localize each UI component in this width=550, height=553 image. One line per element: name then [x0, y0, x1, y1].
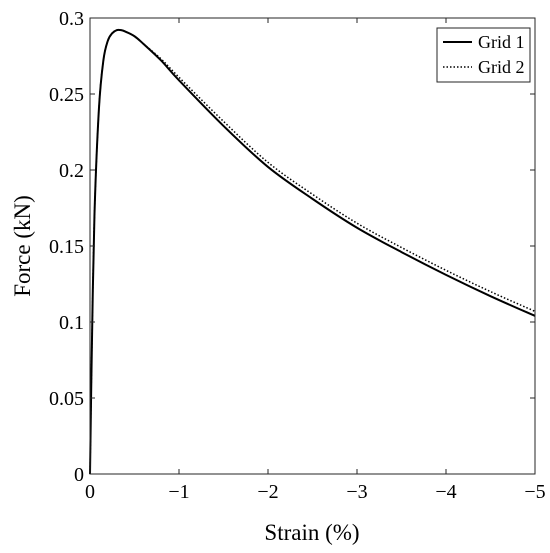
x-tick-label: −4 [435, 481, 456, 503]
legend: Grid 1 Grid 2 [436, 27, 531, 83]
y-tick-label: 0.2 [59, 160, 84, 182]
legend-box [436, 27, 531, 83]
x-tick-label: 0 [85, 481, 95, 503]
series-line-grid-1 [89, 28, 536, 475]
y-tick-label: 0 [74, 464, 84, 486]
y-axis-label: Force (kN) [10, 195, 35, 297]
x-tick-label: −5 [524, 481, 545, 503]
legend-label-grid-2: Grid 2 [478, 57, 525, 77]
y-tick-label: 0.25 [49, 84, 84, 106]
legend-label-grid-1: Grid 1 [478, 32, 525, 52]
y-tick-label: 0.15 [49, 236, 84, 258]
series-layer [89, 28, 536, 475]
plot-area [90, 18, 535, 474]
x-axis-ticks: 0 −1 −2 −3 −4 −5 [85, 18, 546, 503]
y-tick-label: 0.3 [59, 8, 84, 30]
x-tick-label: −3 [346, 481, 367, 503]
x-axis-label: Strain (%) [264, 520, 359, 545]
y-tick-label: 0.05 [49, 388, 84, 410]
y-tick-label: 0.1 [59, 312, 84, 334]
x-tick-label: −2 [257, 481, 278, 503]
x-tick-label: −1 [168, 481, 189, 503]
y-axis-ticks: 0 0.05 0.1 0.15 0.2 0.25 0.3 [49, 8, 535, 486]
